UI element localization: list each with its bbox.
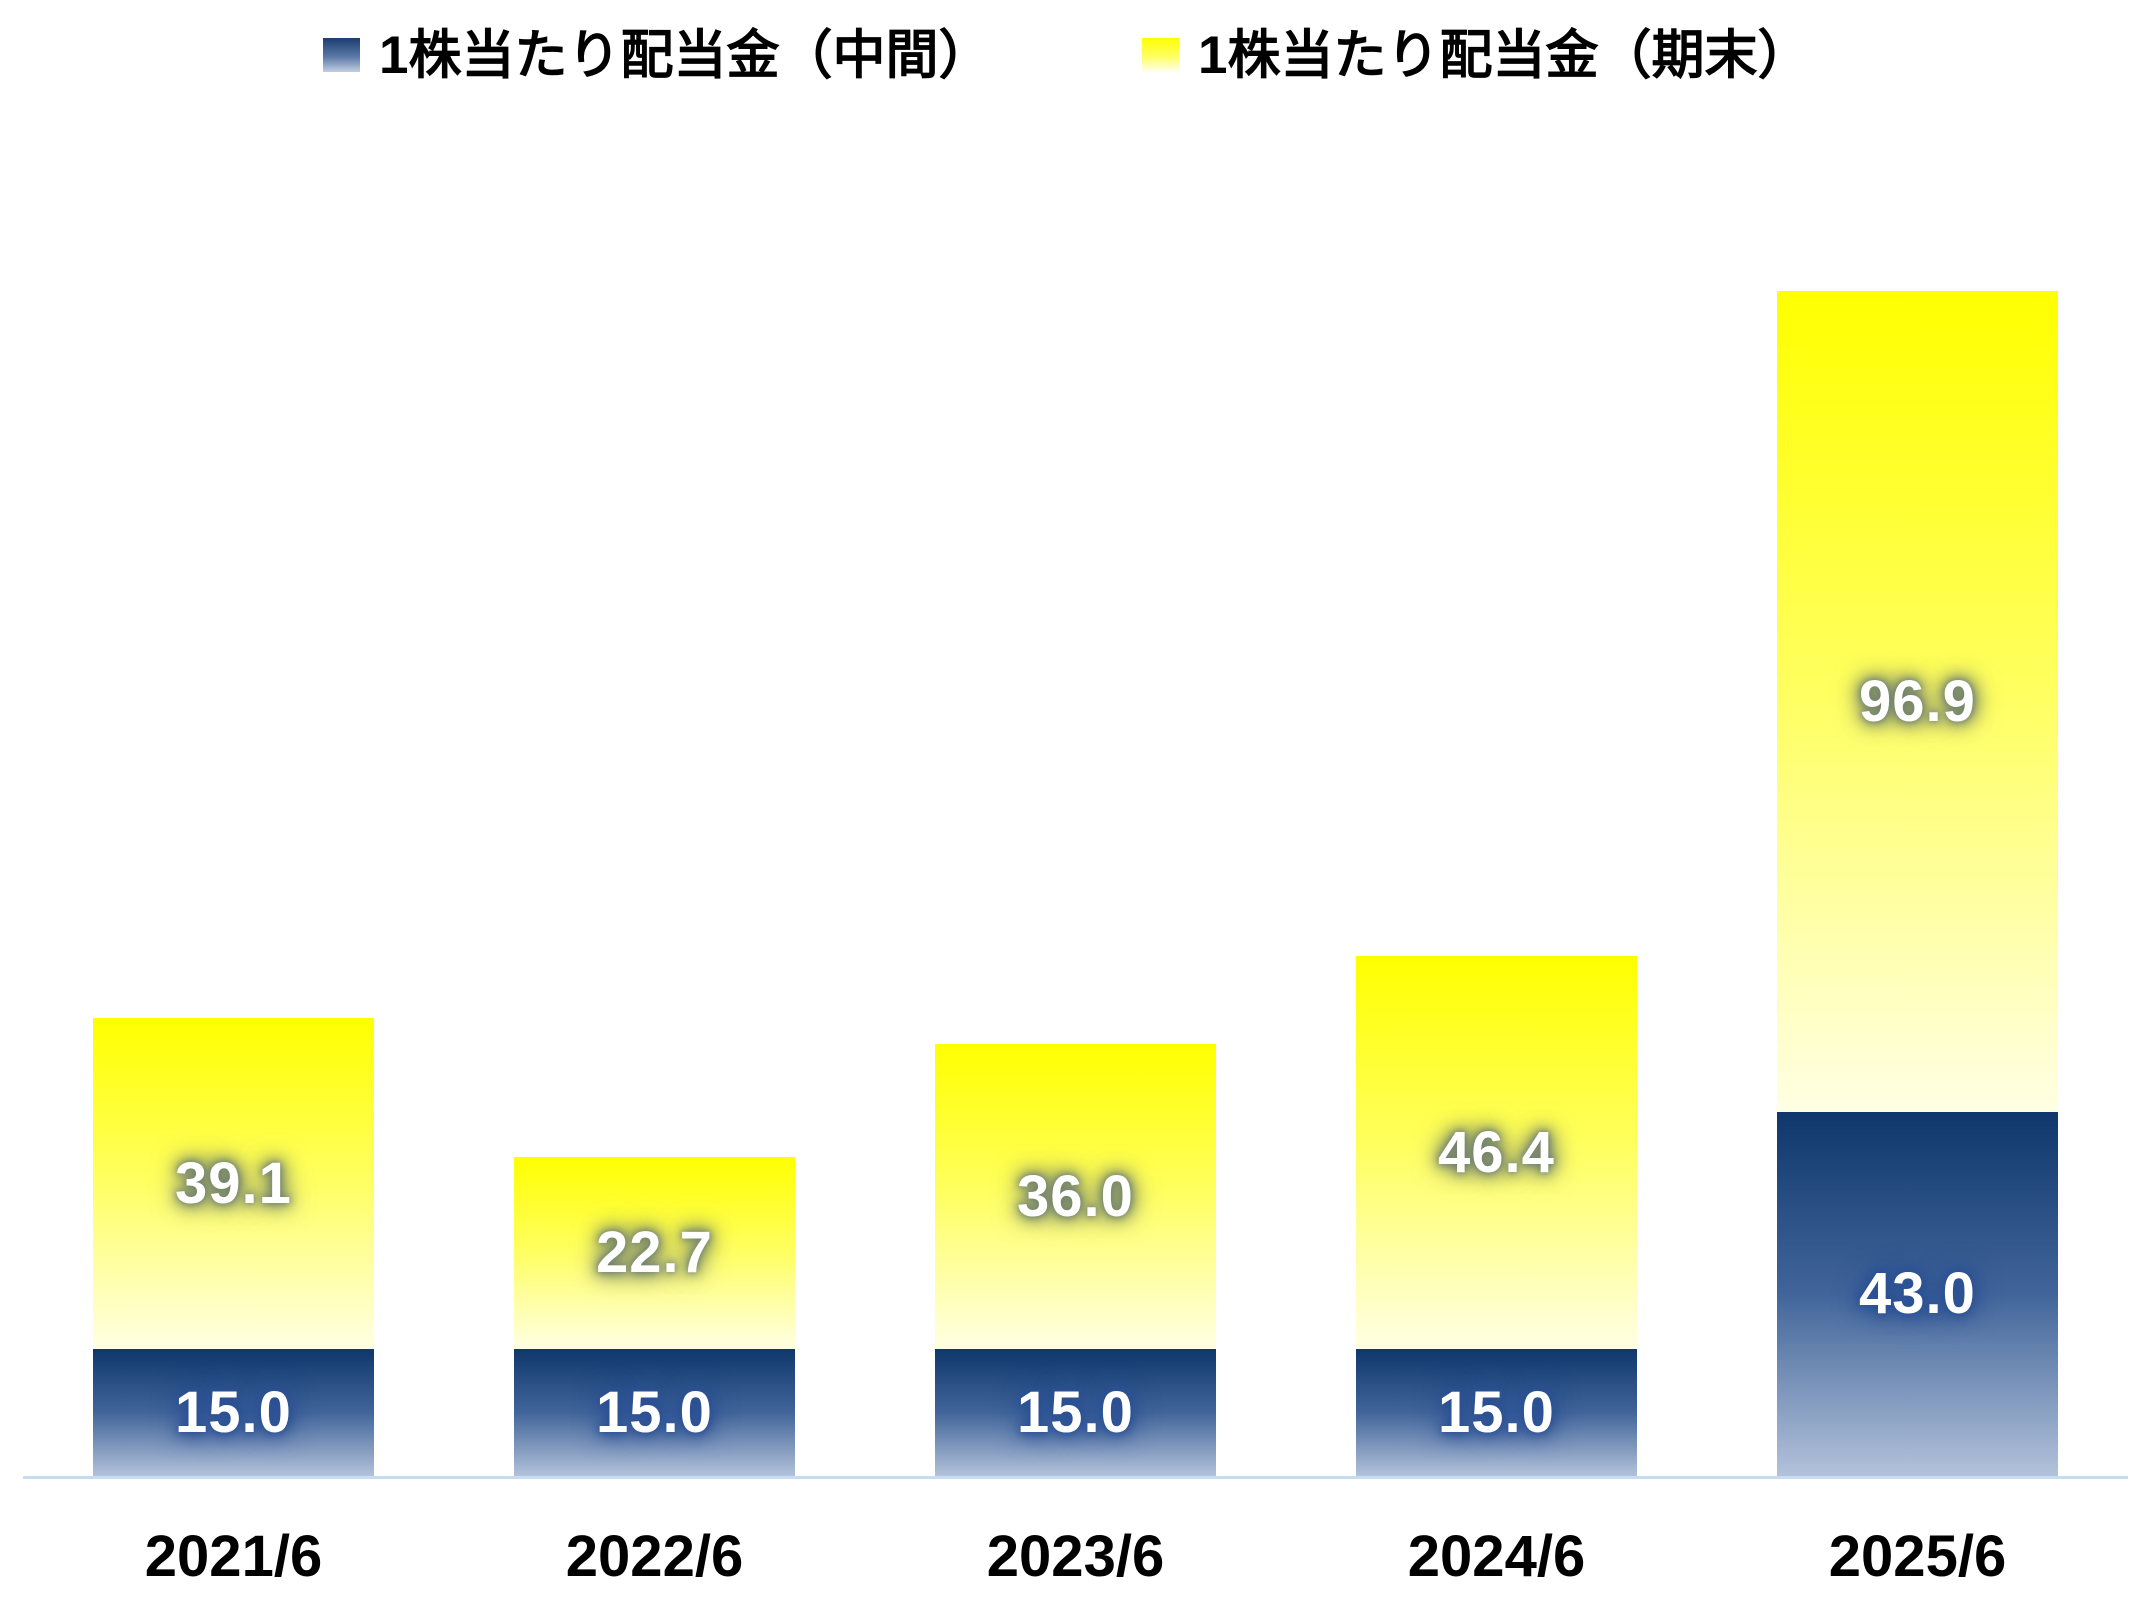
legend-item-final: 1株当たり配当金（期末）: [1142, 18, 1810, 92]
bar-value-label-final-2021/6: 39.1: [175, 1150, 292, 1216]
bar-value-label-interim-2023/6: 15.0: [1017, 1379, 1134, 1445]
legend-swatch-final-icon: [1142, 38, 1179, 72]
legend-item-interim: 1株当たり配当金（中間）: [323, 18, 991, 92]
x-axis-label-2021/6: 2021/6: [144, 1524, 323, 1589]
x-axis-label-2024/6: 2024/6: [1407, 1524, 1586, 1589]
legend-label-final: 1株当たり配当金（期末）: [1198, 25, 1811, 85]
bar-segment-final-2024/6: 46.4: [1356, 956, 1637, 1349]
bar-segment-interim-2022/6: 15.0: [514, 1349, 795, 1476]
x-axis-label-2022/6: 2022/6: [565, 1524, 744, 1589]
legend-label-interim: 1株当たり配当金（中間）: [379, 25, 992, 85]
bar-value-label-final-2022/6: 22.7: [596, 1220, 713, 1285]
bar-segment-final-2025/6: 96.9: [1777, 291, 2058, 1112]
x-axis-baseline: [23, 1476, 2128, 1479]
bar-value-label-interim-2025/6: 43.0: [1859, 1261, 1976, 1326]
bar-value-label-final-2025/6: 96.9: [1859, 668, 1976, 734]
x-axis-label-2025/6: 2025/6: [1828, 1524, 2007, 1589]
bar-value-label-interim-2021/6: 15.0: [175, 1379, 292, 1445]
bar-segment-final-2022/6: 22.7: [514, 1157, 795, 1349]
bar-value-label-final-2024/6: 46.4: [1438, 1119, 1555, 1185]
bar-value-label-interim-2024/6: 15.0: [1438, 1379, 1555, 1445]
x-axis-label-2023/6: 2023/6: [986, 1524, 1165, 1589]
bar-segment-interim-2024/6: 15.0: [1356, 1349, 1637, 1476]
bar-segment-final-2023/6: 36.0: [935, 1044, 1216, 1349]
bar-value-label-interim-2022/6: 15.0: [596, 1379, 713, 1445]
bar-segment-interim-2021/6: 15.0: [93, 1349, 374, 1476]
bar-value-label-final-2023/6: 36.0: [1017, 1163, 1134, 1229]
bar-segment-interim-2023/6: 15.0: [935, 1349, 1216, 1476]
bar-segment-interim-2025/6: 43.0: [1777, 1112, 2058, 1476]
bar-segment-final-2021/6: 39.1: [93, 1018, 374, 1349]
legend-swatch-interim-icon: [323, 38, 360, 72]
